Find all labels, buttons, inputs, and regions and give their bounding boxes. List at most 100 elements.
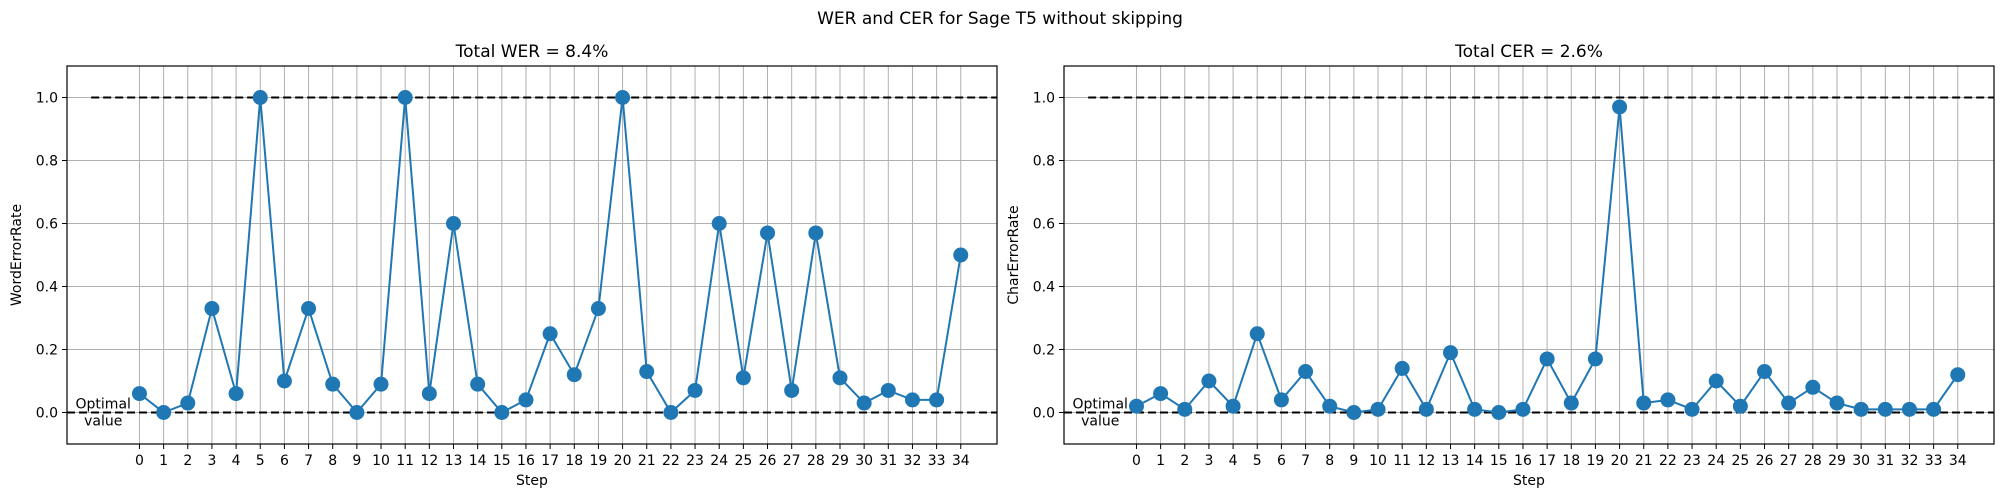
x-tick-label: 8 [1325,453,1334,469]
data-point [1491,405,1507,420]
x-tick-label: 20 [1611,453,1629,469]
x-tick-label: 10 [372,453,390,469]
x-tick-label: 29 [1828,453,1846,469]
y-tick-label: 0.8 [36,154,58,170]
data-point [1418,401,1434,417]
data-point [1249,326,1265,342]
x-tick-label: 7 [304,453,313,469]
x-tick-label: 32 [1901,453,1919,469]
data-point [1370,401,1386,417]
data-point [590,301,606,317]
x-tick-label: 10 [1369,453,1387,469]
x-tick-label: 33 [928,453,946,469]
x-tick-label: 17 [1538,453,1556,469]
y-tick-label: 1.0 [1033,91,1055,107]
data-point [1153,386,1169,402]
x-tick-label: 2 [1180,453,1189,469]
x-tick-label: 31 [879,453,897,469]
data-point [325,376,341,392]
x-tick-label: 1 [1156,453,1165,469]
y-tick-label: 0.4 [36,280,58,296]
data-point [542,326,558,342]
data-point [1201,373,1217,389]
x-tick-label: 31 [1876,453,1894,469]
x-tick-label: 15 [493,453,511,469]
x-axis-label: Step [1513,473,1545,489]
y-tick-label: 0.2 [36,343,58,359]
data-point [1298,364,1314,380]
x-tick-label: 4 [1229,453,1238,469]
optimal-label-line1: Optimal [76,397,131,413]
x-tick-label: 24 [1707,453,1725,469]
data-point [1926,401,1942,417]
x-tick-label: 27 [1780,453,1798,469]
x-tick-label: 6 [280,453,289,469]
x-tick-label: 30 [1852,453,1870,469]
data-point [1781,395,1797,411]
data-point [1612,99,1628,115]
x-tick-label: 14 [469,453,487,469]
x-tick-label: 22 [662,453,680,469]
data-point [276,373,292,389]
axes-frame [1063,65,1995,445]
data-point [470,376,486,392]
data-point [1273,392,1289,408]
data-point [156,405,172,420]
y-tick-label: 0.6 [1033,217,1055,233]
x-tick-label: 2 [183,453,192,469]
data-point [639,364,655,380]
x-tick-label: 16 [1514,453,1532,469]
axes-frame [66,65,998,445]
data-point [131,386,147,402]
data-point [1757,364,1773,380]
data-point [1128,398,1144,414]
data-point [1708,373,1724,389]
data-point [518,392,534,408]
data-point [711,216,727,231]
y-tick-label: 0.4 [1033,280,1055,296]
data-point [735,370,751,386]
data-point [349,405,365,420]
x-tick-label: 5 [1253,453,1262,469]
x-tick-label: 9 [352,453,361,469]
y-tick-label: 0.2 [1033,343,1055,359]
data-point [1660,392,1676,408]
x-tick-label: 23 [686,453,704,469]
data-point [832,370,848,386]
x-tick-label: 26 [1756,453,1774,469]
data-point [1805,379,1821,395]
data-point [880,382,896,398]
x-tick-label: 5 [256,453,265,469]
x-tick-label: 32 [904,453,922,469]
data-point [1225,398,1241,414]
x-tick-label: 27 [783,453,801,469]
x-tick-label: 20 [614,453,632,469]
x-tick-label: 4 [232,453,241,469]
optimal-label-line2: value [84,414,122,430]
data-point [784,382,800,398]
x-axis-label: Step [516,473,548,489]
y-tick-label: 0.6 [36,217,58,233]
y-tick-label: 0.8 [1033,154,1055,170]
data-point [663,405,679,420]
data-point [1539,351,1555,367]
data-point [494,405,510,420]
data-point [929,392,945,408]
data-point [1877,401,1893,417]
y-tick-label: 0.0 [1033,406,1055,422]
x-tick-label: 7 [1301,453,1310,469]
data-point [953,247,969,263]
data-point [687,382,703,398]
x-tick-label: 18 [565,453,583,469]
data-point [760,225,776,241]
data-point [373,376,389,392]
x-tick-label: 34 [1949,453,1967,469]
x-tick-label: 25 [1731,453,1749,469]
x-tick-label: 34 [952,453,970,469]
x-tick-label: 3 [1204,453,1213,469]
optimal-label-line1: Optimal [1073,397,1128,413]
data-point [1177,401,1193,417]
cer-subplot: 0 1 2 3 4 5 6 7 8 9 10 11 12 13 14 15 16 17 18 19 20 21 22 23 24… [1006,42,1995,489]
